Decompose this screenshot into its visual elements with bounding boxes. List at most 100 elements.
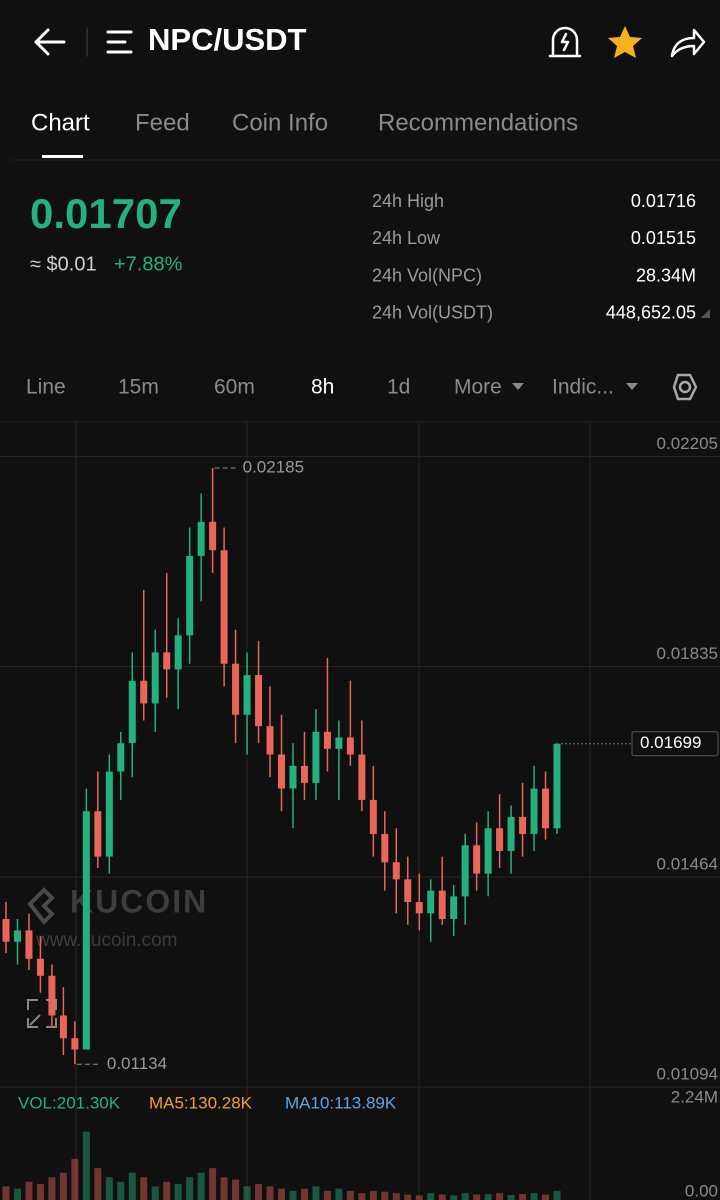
more-caret — [512, 383, 524, 390]
tab[interactable]: Feed — [135, 109, 190, 136]
volume-bar — [427, 1193, 435, 1200]
candle-body — [128, 680, 136, 744]
share-button[interactable] — [670, 28, 706, 58]
y-tick-label: 0.01835 — [657, 644, 718, 663]
settings-button[interactable] — [672, 373, 698, 401]
candle-body — [519, 816, 527, 834]
timeframe[interactable]: Indic... — [552, 376, 614, 399]
last-price: 0.01707 — [30, 190, 182, 237]
tab[interactable]: Coin Info — [232, 109, 328, 136]
price-change: +7.88% — [114, 253, 183, 275]
watermark-brand: KUCOIN — [70, 883, 208, 919]
candle-body — [255, 675, 263, 727]
candle-body — [427, 890, 435, 914]
volume-bar — [48, 1177, 56, 1200]
watermark-logo — [27, 887, 55, 926]
pair-title: NPC/USDT — [148, 22, 307, 57]
candle-body — [243, 675, 251, 715]
volume-bar — [105, 1177, 113, 1200]
timeframe[interactable]: 8h — [311, 376, 334, 399]
volume-bar — [553, 1190, 561, 1200]
volume-bar — [438, 1194, 446, 1200]
volume-bar — [266, 1186, 274, 1200]
timeframe[interactable]: 15m — [118, 376, 159, 399]
volume-bar — [542, 1194, 550, 1200]
candle-body — [117, 743, 125, 772]
volume-bar — [186, 1177, 194, 1200]
candle-body — [369, 799, 377, 834]
volume-bar — [519, 1194, 527, 1200]
candle-body — [381, 833, 389, 863]
stat-value: 28.34M — [636, 265, 696, 285]
volume-bar — [140, 1177, 148, 1200]
volume-bar — [450, 1195, 458, 1200]
y-tick-label: 0.01094 — [657, 1064, 718, 1083]
candle-body — [450, 896, 458, 920]
volume-bar — [71, 1159, 79, 1200]
volume-bar — [117, 1181, 125, 1200]
stat-caret — [701, 309, 710, 318]
indicator-caret — [626, 383, 638, 390]
volume-bar — [312, 1186, 320, 1200]
candle-body — [473, 845, 481, 874]
candle-body — [542, 788, 550, 829]
candle-body — [312, 731, 320, 783]
volume-bar — [163, 1181, 171, 1200]
stat-value: 0.01716 — [631, 191, 696, 211]
timeframe[interactable]: Line — [26, 376, 66, 399]
candle-body — [461, 845, 469, 897]
volume-bar — [13, 1188, 21, 1200]
volume-bar — [289, 1190, 297, 1200]
volume-bar — [197, 1172, 205, 1200]
candle-body — [438, 890, 446, 920]
volume-bar — [232, 1179, 240, 1200]
stat-label: 24h Vol(USDT) — [372, 303, 493, 323]
candle-body — [392, 862, 400, 880]
volume-bar — [2, 1186, 10, 1200]
watermark-url: www.kucoin.com — [35, 930, 178, 951]
volume-bar — [151, 1186, 159, 1200]
candle-body — [553, 743, 561, 829]
timeframe[interactable]: 1d — [387, 376, 410, 399]
menu-button[interactable] — [106, 30, 133, 54]
volume-bar — [59, 1172, 67, 1200]
candle-body — [323, 731, 331, 749]
candle-body — [151, 652, 159, 704]
timeframe[interactable]: 60m — [214, 376, 255, 399]
candle-body — [163, 652, 171, 670]
indicator-label: MA5:130.28K — [149, 1093, 253, 1112]
tab[interactable]: Recommendations — [378, 109, 578, 136]
tab-active[interactable]: Chart — [31, 109, 90, 136]
volume-bar — [323, 1190, 331, 1200]
volume-bar — [473, 1194, 481, 1200]
tab-underline — [42, 155, 83, 158]
back-button[interactable] — [34, 28, 66, 56]
volume-bar — [461, 1193, 469, 1200]
candle-body — [82, 811, 90, 1050]
fullscreen-button[interactable] — [27, 999, 57, 1028]
timeframe[interactable]: More — [454, 376, 502, 399]
stat-label: 24h Low — [372, 228, 441, 248]
candle-body — [36, 958, 44, 976]
volume-bar — [507, 1194, 515, 1200]
vol-tick-label: 2.24M — [671, 1087, 718, 1106]
volume-bar — [36, 1184, 44, 1200]
stat-label: 24h Vol(NPC) — [372, 265, 482, 285]
volume-bar — [415, 1195, 423, 1200]
candle-body — [484, 828, 492, 874]
candle-body — [2, 919, 10, 942]
candle-body — [140, 680, 148, 704]
candle-body — [186, 555, 194, 636]
candle-body — [335, 737, 343, 749]
candle-body — [174, 635, 182, 670]
volume-bar — [243, 1186, 251, 1200]
volume-bar — [128, 1172, 136, 1200]
alert-button[interactable] — [548, 26, 582, 58]
favorite-button[interactable] — [608, 26, 642, 58]
volume-bar — [346, 1190, 354, 1200]
last-price-label: 0.01699 — [640, 733, 701, 752]
y-tick-label: 0.01464 — [657, 855, 718, 874]
candle-body — [404, 879, 412, 903]
last-price-tag — [631, 731, 719, 757]
